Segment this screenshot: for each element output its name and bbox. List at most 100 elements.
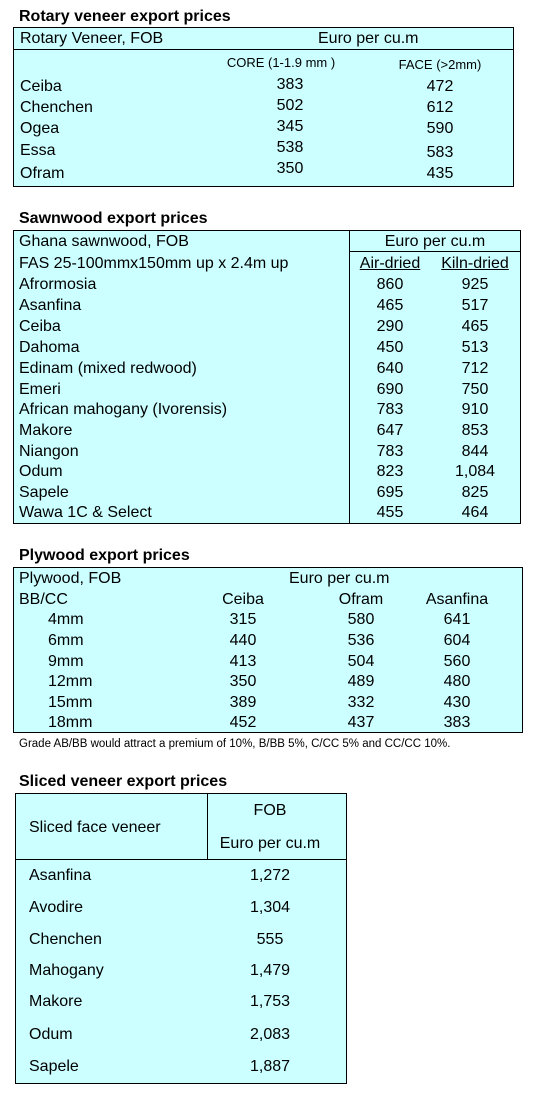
rotary-head-right: Euro per cu.m: [318, 30, 419, 47]
ceiba-price: 389: [229, 694, 257, 711]
asanfina-price: 560: [443, 653, 471, 670]
sawn-col-air: Air-dried: [359, 255, 421, 272]
core-price: 350: [276, 160, 304, 177]
fob-price: 555: [256, 931, 284, 948]
species-name: Asanfina: [29, 867, 92, 884]
ply-size: 6mm: [48, 632, 84, 649]
kiln-price: 464: [461, 504, 489, 521]
fob-price: 1,304: [249, 899, 291, 916]
ofram-price: 536: [347, 632, 375, 649]
ceiba-price: 413: [229, 653, 257, 670]
face-price: 472: [426, 78, 454, 95]
rotary-col-face: FACE (>2mm): [398, 57, 482, 72]
air-price: 695: [376, 484, 404, 501]
air-price: 640: [376, 360, 404, 377]
air-price: 455: [376, 504, 404, 521]
sliced-header-divider: [16, 859, 346, 860]
species-name: Ceiba: [20, 78, 62, 95]
kiln-price: 910: [461, 401, 489, 418]
ply-size: 18mm: [48, 714, 93, 731]
sawn-sub-left: FAS 25-100mmx150mm up x 2.4m up: [19, 255, 289, 272]
ofram-price: 332: [347, 694, 375, 711]
face-price: 435: [426, 165, 454, 182]
ply-col-asanfina: Asanfina: [425, 591, 489, 608]
sawn-column-divider: [349, 231, 350, 523]
species-name: African mahogany (Ivorensis): [19, 401, 228, 418]
air-price: 647: [376, 422, 404, 439]
kiln-price: 1,084: [454, 463, 496, 480]
sliced-table: Sliced face veneer FOB Euro per cu.m Asa…: [15, 793, 347, 1084]
ply-grade: BB/CC: [19, 591, 68, 608]
species-name: Edinam (mixed redwood): [19, 360, 197, 377]
species-name: Wawa 1C & Select: [19, 504, 152, 521]
species-name: Odum: [29, 1026, 73, 1043]
ply-size: 4mm: [48, 611, 84, 628]
species-name: Makore: [29, 993, 83, 1010]
species-name: Ofram: [20, 165, 65, 182]
ofram-price: 580: [347, 611, 375, 628]
kiln-price: 925: [461, 276, 489, 293]
ceiba-price: 350: [229, 673, 257, 690]
ply-head-left: Plywood, FOB: [19, 570, 122, 587]
asanfina-price: 430: [443, 694, 471, 711]
ply-size: 15mm: [48, 694, 93, 711]
sliced-column-divider: [207, 794, 208, 859]
air-price: 783: [376, 443, 404, 460]
fob-price: 2,083: [249, 1026, 291, 1043]
kiln-price: 465: [461, 318, 489, 335]
fob-price: 1,479: [249, 962, 291, 979]
species-name: Mahogany: [29, 962, 104, 979]
species-name: Emeri: [19, 381, 61, 398]
kiln-price: 825: [461, 484, 489, 501]
kiln-price: 517: [461, 297, 489, 314]
species-name: Essa: [20, 142, 56, 159]
air-price: 465: [376, 297, 404, 314]
species-name: Odum: [19, 463, 63, 480]
air-price: 823: [376, 463, 404, 480]
air-price: 783: [376, 401, 404, 418]
sawn-head-left: Ghana sawnwood, FOB: [19, 233, 189, 250]
ply-grade-note: Grade AB/BB would attract a premium of 1…: [19, 738, 451, 750]
core-price: 538: [276, 139, 304, 156]
ply-col-ofram: Ofram: [338, 591, 384, 608]
ply-size: 9mm: [48, 653, 84, 670]
kiln-price: 712: [461, 360, 489, 377]
species-name: Sapele: [19, 484, 69, 501]
ofram-price: 504: [347, 653, 375, 670]
species-name: Makore: [19, 422, 73, 439]
species-name: Sapele: [29, 1058, 79, 1075]
asanfina-price: 604: [443, 632, 471, 649]
ply-col-ceiba: Ceiba: [222, 591, 264, 608]
asanfina-price: 480: [443, 673, 471, 690]
species-name: Avodire: [29, 899, 83, 916]
ceiba-price: 452: [229, 714, 257, 731]
fob-price: 1,887: [249, 1058, 291, 1075]
sawn-col-kiln: Kiln-dried: [441, 255, 509, 272]
air-price: 290: [376, 318, 404, 335]
face-price: 612: [426, 99, 454, 116]
ply-table: Plywood, FOB Euro per cu.m BB/CC Ceiba O…: [13, 567, 523, 733]
rotary-col-core: CORE (1-1.9 mm ): [226, 55, 336, 70]
ply-size: 12mm: [48, 673, 93, 690]
asanfina-price: 641: [443, 611, 471, 628]
species-name: Chenchen: [29, 931, 102, 948]
air-price: 450: [376, 339, 404, 356]
kiln-price: 513: [461, 339, 489, 356]
ply-title: Plywood export prices: [19, 547, 190, 564]
air-price: 860: [376, 276, 404, 293]
core-price: 383: [276, 76, 304, 93]
ofram-price: 437: [347, 714, 375, 731]
species-name: Ceiba: [19, 318, 61, 335]
core-price: 345: [276, 118, 304, 135]
fob-price: 1,272: [249, 867, 291, 884]
rotary-title: Rotary veneer export prices: [19, 8, 231, 25]
ply-head-right: Euro per cu.m: [289, 570, 390, 587]
sliced-head-left: Sliced face veneer: [29, 819, 161, 836]
sliced-head-fob: FOB: [253, 802, 287, 819]
species-name: Chenchen: [20, 99, 93, 116]
species-name: Dahoma: [19, 339, 80, 356]
core-price: 502: [276, 97, 304, 114]
species-name: Ogea: [20, 120, 60, 137]
asanfina-price: 383: [443, 714, 471, 731]
ceiba-price: 315: [229, 611, 257, 628]
